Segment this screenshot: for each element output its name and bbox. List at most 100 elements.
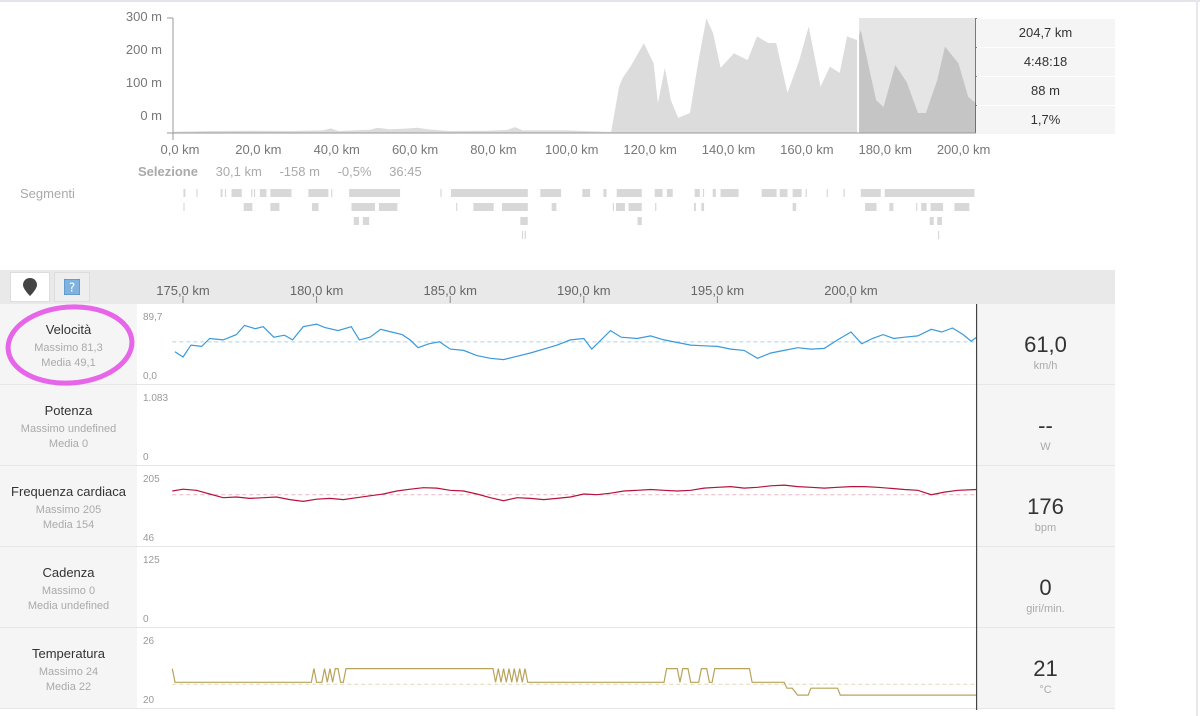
segment-bar[interactable] <box>712 189 716 197</box>
segment-bar[interactable] <box>792 203 797 211</box>
segment-bar[interactable] <box>270 203 280 211</box>
elevation-chart[interactable] <box>0 0 1200 250</box>
segment-bar[interactable] <box>251 189 253 197</box>
segment-bar[interactable] <box>224 189 227 197</box>
metric-row[interactable]: Temperatura Massimo 24 Media 22 26 20 21 °C <box>0 628 1115 709</box>
metric-row[interactable]: Cadenza Massimo 0 Media undefined 125 0 0 giri… <box>0 547 1115 628</box>
x-tick-label: 200,0 km <box>936 142 991 157</box>
map-pin-icon <box>23 278 37 296</box>
segment-bar[interactable] <box>349 189 401 197</box>
help-button[interactable]: ? <box>54 272 90 302</box>
segment-bar[interactable] <box>666 189 673 197</box>
detail-toolbar <box>0 270 1115 304</box>
y-min-label: 20 <box>143 695 155 706</box>
segment-bar[interactable] <box>540 189 562 197</box>
metric-row[interactable]: Potenza Massimo undefined Media 0 1.083 0 -- W <box>0 385 1115 466</box>
segment-bar[interactable] <box>929 217 934 225</box>
segment-bar[interactable] <box>351 203 375 211</box>
segment-bar[interactable] <box>937 231 940 239</box>
segment-bar[interactable] <box>551 203 557 211</box>
segment-bar[interactable] <box>612 203 615 211</box>
metric-row[interactable]: Velocità Massimo 81,3 Media 49,1 89,7 0,0 61,… <box>0 304 1115 385</box>
metric-unit: W <box>1040 441 1051 453</box>
segment-bar[interactable] <box>921 203 927 211</box>
segment-bar[interactable] <box>183 189 186 197</box>
segment-bar[interactable] <box>196 189 198 197</box>
segment-bar[interactable] <box>183 203 185 211</box>
segment-bar[interactable] <box>582 189 591 197</box>
selection-range[interactable] <box>858 18 976 133</box>
segment-bar[interactable] <box>231 189 242 197</box>
metric-label-panel: Frequenza cardiaca Massimo 205 Media 154 <box>0 466 137 546</box>
scrollbar-track[interactable] <box>1196 0 1198 716</box>
map-pin-button[interactable] <box>10 272 50 302</box>
metric-value-panel: 61,0 km/h <box>976 304 1115 384</box>
segment-bar[interactable] <box>520 217 528 225</box>
segment-bar[interactable] <box>220 189 223 197</box>
segment-bar[interactable] <box>637 217 642 225</box>
segment-bar[interactable] <box>779 189 788 197</box>
metric-avg: Media 22 <box>45 681 92 693</box>
segments-label: Segmenti <box>20 186 75 201</box>
segment-bar[interactable] <box>930 203 944 211</box>
metric-max: Massimo 205 <box>35 504 102 516</box>
segment-bar[interactable] <box>308 189 329 197</box>
segment-bar[interactable] <box>826 189 828 197</box>
metric-avg: Media 154 <box>42 519 95 531</box>
segment-bar[interactable] <box>253 189 256 197</box>
y-min-label: 46 <box>143 533 155 544</box>
segment-bar[interactable] <box>720 189 739 197</box>
selection-label: Selezione <box>138 164 198 179</box>
detail-x-tick-label: 175,0 km <box>156 283 210 298</box>
metric-avg: Media 49,1 <box>41 357 96 369</box>
segment-bar[interactable] <box>259 189 267 197</box>
segment-bar[interactable] <box>654 189 663 197</box>
metric-label-panel: Cadenza Massimo 0 Media undefined <box>0 547 137 627</box>
segment-bar[interactable] <box>616 189 642 197</box>
stat-grade: 1,7% <box>976 106 1115 134</box>
segment-bar[interactable] <box>805 189 807 197</box>
segment-bar[interactable] <box>331 189 333 197</box>
segment-bar[interactable] <box>440 189 442 197</box>
segment-bar[interactable] <box>311 203 319 211</box>
segment-bar[interactable] <box>865 203 877 211</box>
segment-bar[interactable] <box>501 203 528 211</box>
metric-label-panel: Velocità Massimo 81,3 Media 49,1 <box>0 304 137 384</box>
segment-bar[interactable] <box>615 203 625 211</box>
segment-bar[interactable] <box>362 217 370 225</box>
segment-bar[interactable] <box>843 189 845 197</box>
segment-bar[interactable] <box>916 203 918 211</box>
segment-bar[interactable] <box>884 189 975 197</box>
segment-bar[interactable] <box>521 231 524 239</box>
metric-title: Potenza <box>44 403 93 418</box>
metric-avg: Media 0 <box>48 438 89 450</box>
segment-bar[interactable] <box>694 189 700 197</box>
x-tick-label: 160,0 km <box>780 142 834 157</box>
svg-text:?: ? <box>69 281 75 295</box>
segment-bar[interactable] <box>270 189 292 197</box>
segment-bar[interactable] <box>655 203 657 211</box>
segment-bar[interactable] <box>628 203 642 211</box>
segment-bar[interactable] <box>693 203 696 211</box>
detail-x-tick-label: 190,0 km <box>557 283 611 298</box>
segment-bar[interactable] <box>603 189 607 197</box>
x-tick-label: 100,0 km <box>545 142 599 157</box>
segment-bar[interactable] <box>889 203 894 211</box>
segment-bar[interactable] <box>702 189 705 197</box>
segment-bar[interactable] <box>450 189 528 197</box>
segment-bar[interactable] <box>524 231 526 239</box>
metric-row[interactable]: Frequenza cardiaca Massimo 205 Media 154 20… <box>0 466 1115 547</box>
segment-bar[interactable] <box>378 203 398 211</box>
segment-bar[interactable] <box>792 189 802 197</box>
segment-bar[interactable] <box>456 203 458 211</box>
segment-bar[interactable] <box>243 203 253 211</box>
segment-bar[interactable] <box>473 203 494 211</box>
metric-value-panel: -- W <box>976 385 1115 465</box>
segment-bar[interactable] <box>937 217 942 225</box>
segment-bar[interactable] <box>353 217 359 225</box>
segment-bar[interactable] <box>761 189 777 197</box>
segment-bar[interactable] <box>701 203 705 211</box>
segment-bar[interactable] <box>954 203 970 211</box>
x-tick-label: 120,0 km <box>623 142 677 157</box>
segment-bar[interactable] <box>860 189 881 197</box>
